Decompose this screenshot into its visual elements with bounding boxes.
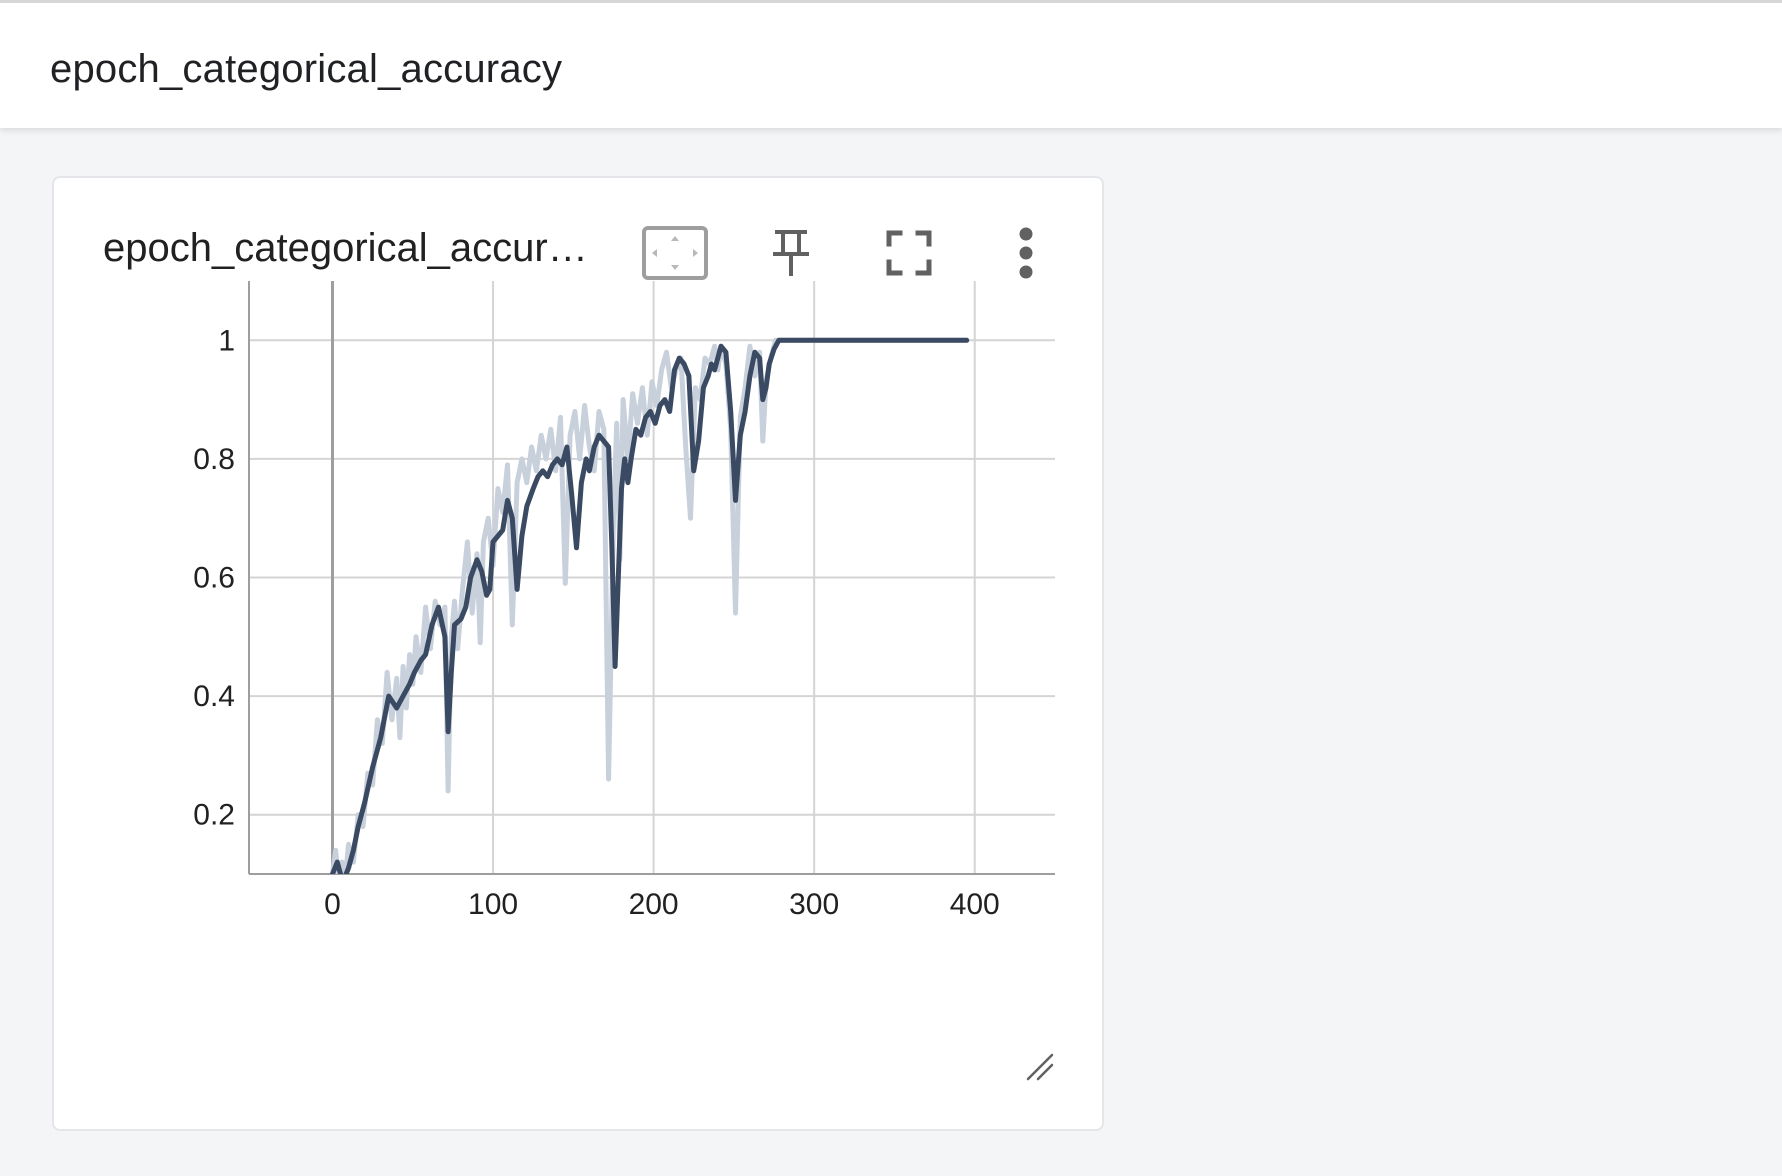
x-tick-label: 0 bbox=[324, 888, 341, 921]
fit-domain-button[interactable] bbox=[640, 218, 710, 288]
chart-plot-area: 0.2 0.4 0.6 0.8 1 0 100 200 300 400 bbox=[193, 281, 1055, 921]
x-tick-label: 200 bbox=[629, 888, 679, 921]
pin-button[interactable] bbox=[756, 218, 826, 288]
y-tick-label: 0.6 bbox=[193, 562, 235, 595]
y-tick-label: 1 bbox=[218, 324, 235, 357]
group-header: epoch_categorical_accuracy bbox=[0, 0, 1782, 128]
fullscreen-button[interactable] bbox=[874, 218, 944, 288]
fit-domain-icon bbox=[642, 226, 708, 280]
pin-icon bbox=[773, 230, 809, 276]
resize-handle-icon[interactable] bbox=[1026, 1053, 1054, 1081]
y-tick-label: 0.8 bbox=[193, 443, 235, 476]
y-tick-label: 0.4 bbox=[193, 680, 235, 713]
x-tick-label: 100 bbox=[468, 888, 518, 921]
scalar-card: epoch_categorical_accuracy 0.2 0.4 0.6 0.8 1… bbox=[52, 176, 1104, 1131]
raw-series-line bbox=[330, 337, 970, 874]
x-tick-label: 300 bbox=[789, 888, 839, 921]
fullscreen-icon bbox=[886, 230, 932, 276]
group-title: epoch_categorical_accuracy bbox=[50, 47, 563, 91]
y-tick-label: 0.2 bbox=[193, 799, 235, 832]
x-tick-label: 400 bbox=[950, 888, 1000, 921]
more-options-button[interactable] bbox=[991, 218, 1061, 288]
smoothed-series-line bbox=[330, 337, 970, 874]
more-vert-icon bbox=[1019, 227, 1033, 279]
